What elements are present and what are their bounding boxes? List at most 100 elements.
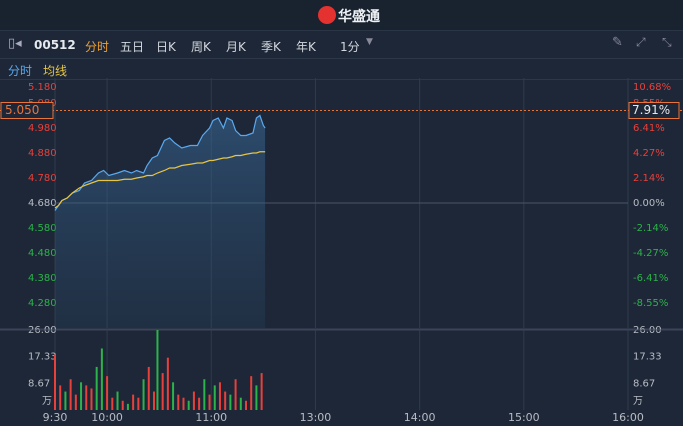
volume-bar [234, 379, 237, 410]
volume-bar [111, 397, 114, 410]
expand-icon[interactable]: ⤡ [662, 35, 672, 49]
volume-bar [182, 397, 185, 410]
x-tick-label: 11:00 [195, 411, 227, 424]
y-tick-label: 4.780 [28, 173, 57, 184]
volume-bar [192, 391, 195, 410]
volume-bar [106, 376, 109, 410]
volume-bar [69, 379, 72, 410]
last-price-box [0, 102, 54, 119]
vol-tick-label: 8.67 [633, 378, 655, 389]
volume-bar [59, 385, 62, 410]
volume-bar [100, 348, 103, 410]
vol-unit: 万 [633, 396, 643, 407]
volume-bar [54, 354, 56, 410]
last-change-label: 7.91% [632, 103, 670, 117]
volume-bar [95, 366, 98, 410]
volume-bar [121, 400, 124, 410]
tab[interactable]: 年K [296, 40, 316, 54]
volume-bar [198, 397, 201, 410]
x-tick-label: 14:00 [404, 411, 436, 424]
y2-tick-label: 2.14% [633, 173, 665, 184]
volume-bar [229, 394, 232, 410]
volume-bar [161, 373, 164, 410]
volume-bar [187, 400, 190, 410]
volume-bar [64, 391, 67, 410]
volume-bar [208, 394, 211, 410]
x-tick-label: 9:30 [43, 411, 68, 424]
volume-bar [152, 391, 155, 410]
vol-tick-label: 8.67 [28, 378, 50, 389]
tab[interactable]: 分时 [85, 40, 110, 54]
volume-bar [147, 366, 150, 410]
tab[interactable]: 周K [191, 40, 211, 54]
y-tick-label: 4.480 [28, 248, 57, 259]
x-tick-label: 10:00 [91, 411, 123, 424]
volume-bar [156, 330, 159, 410]
y-tick-label: 4.380 [28, 273, 57, 284]
y-tick-label: 4.880 [28, 148, 57, 159]
vol-tick-label: 17.33 [28, 352, 57, 363]
y2-tick-label: -4.27% [633, 248, 668, 259]
volume-bar [116, 391, 119, 410]
toolbar: ▯◂ 00512 分时 五日 日K 周K 月K 季K 年K 1分 ▼ ✎ ⤢ ⤡ [0, 31, 683, 59]
volume-bar [172, 382, 175, 410]
volume-bar [85, 385, 88, 410]
dropdown-icon[interactable]: ▼ [366, 37, 373, 47]
y-tick-label: 4.580 [28, 223, 57, 234]
x-tick-label: 16:00 [612, 411, 644, 424]
fullscreen-icon[interactable]: ⤢ [636, 35, 646, 49]
y-tick-label: 4.980 [28, 123, 57, 134]
y2-tick-label: -2.14% [633, 223, 668, 234]
y-tick-label: 5.080 [28, 98, 57, 109]
vol-tick-label: 26.00 [28, 325, 57, 336]
volume-bar [137, 397, 140, 410]
volume-bar [245, 400, 247, 410]
x-tick-label: 13:00 [300, 411, 332, 424]
last-price-label: 5.050 [5, 103, 39, 117]
y-tick-label: 4.280 [28, 298, 57, 309]
x-tick-label: 15:00 [508, 411, 540, 424]
y2-tick-label: 6.41% [633, 123, 665, 134]
header: 华盛通 [0, 0, 683, 31]
volume-bar [132, 394, 135, 410]
volume-bar [177, 394, 180, 410]
volume-bar [126, 403, 129, 410]
series-line [54, 114, 266, 211]
volume-bar [239, 397, 242, 410]
back-icon[interactable]: ▯◂ [8, 36, 22, 51]
app-title: 华盛通 [338, 9, 380, 25]
tab[interactable]: 五日 [120, 40, 145, 54]
volume-bar [224, 391, 227, 410]
tab[interactable]: 季K [261, 40, 281, 54]
interval-select[interactable]: 1分 [340, 40, 360, 54]
volume-bar [203, 379, 206, 410]
logo-icon [318, 6, 336, 24]
price-area [55, 115, 266, 328]
volume-bar [142, 379, 145, 410]
vol-unit: 万 [42, 396, 52, 407]
volume-bar [74, 394, 77, 410]
y2-tick-label: -8.55% [633, 298, 668, 309]
legend-entry[interactable]: 分时 [8, 64, 33, 78]
legend: 分时 均线 [0, 59, 683, 80]
volume-bar [218, 382, 221, 410]
edit-icon[interactable]: ✎ [612, 35, 623, 50]
volume-bar [250, 376, 253, 410]
stock-code: 00512 [34, 38, 76, 52]
volume-bar [255, 385, 258, 410]
y2-tick-label: -6.41% [633, 273, 668, 284]
tab[interactable]: 月K [226, 40, 246, 54]
volume-bar [90, 388, 93, 410]
y2-tick-label: 0.00% [633, 198, 665, 209]
volume-bar [166, 357, 169, 410]
y2-tick-label: 4.27% [633, 148, 665, 159]
y2-tick-label: 10.68% [633, 82, 671, 93]
y2-tick-label: 8.55% [633, 98, 665, 109]
last-change-box [628, 102, 680, 119]
vol-tick-label: 17.33 [633, 352, 662, 363]
y-tick-label: 5.180 [28, 82, 57, 93]
y-tick-label: 4.680 [28, 198, 57, 209]
legend-entry[interactable]: 均线 [43, 64, 68, 78]
tab[interactable]: 日K [156, 40, 176, 54]
